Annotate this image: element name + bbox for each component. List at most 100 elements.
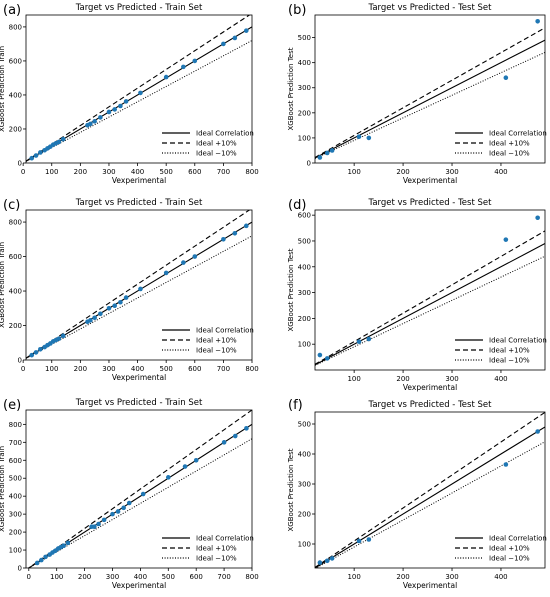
x-tick-label: 100 bbox=[45, 365, 58, 373]
data-point bbox=[503, 237, 509, 242]
data-point bbox=[503, 75, 509, 81]
plot-area bbox=[315, 18, 545, 160]
data-point bbox=[138, 286, 143, 292]
data-point bbox=[106, 305, 112, 311]
data-point bbox=[232, 230, 238, 236]
x-tick-label: 400 bbox=[494, 375, 507, 383]
y-tick-label: 100 bbox=[298, 541, 311, 549]
x-tick-label: 700 bbox=[217, 365, 230, 373]
x-tick-label: 200 bbox=[396, 168, 409, 176]
data-point bbox=[92, 119, 97, 124]
ideal-plus-10-line bbox=[315, 27, 545, 158]
legend: Ideal Correlation Ideal +10% Ideal −10% bbox=[455, 337, 547, 365]
y-tick-label: 200 bbox=[9, 322, 22, 330]
data-point bbox=[92, 524, 97, 530]
legend: Ideal Correlation Ideal +10% Ideal −10% bbox=[162, 327, 254, 355]
y-axis-label: XGBoost Prediction Test bbox=[287, 47, 295, 130]
data-point bbox=[503, 462, 509, 467]
data-point bbox=[38, 347, 43, 352]
x-tick-label: 600 bbox=[188, 168, 201, 176]
legend: Ideal Correlation Ideal +10% Ideal −10% bbox=[162, 535, 254, 563]
x-tick-label: 100 bbox=[45, 168, 58, 176]
data-point bbox=[535, 215, 540, 221]
data-point bbox=[329, 556, 335, 561]
x-tick-label: 800 bbox=[245, 573, 258, 581]
y-axis-label: XGBoost Prediction Train bbox=[0, 446, 6, 532]
axes-frame bbox=[314, 411, 546, 569]
legend-ideal-minus-10-label: Ideal −10% bbox=[196, 555, 237, 563]
panel-e: (e) Target vs Predicted - Train Set 0 100 20… bbox=[0, 398, 259, 590]
ideal-plus-10-line bbox=[26, 210, 251, 359]
x-axis-label: Vexperimental bbox=[403, 581, 457, 590]
data-point bbox=[244, 426, 249, 431]
legend-ideal-correlation-label: Ideal Correlation bbox=[196, 130, 254, 138]
x-tick-label: 300 bbox=[102, 168, 115, 176]
x-tick-label: 800 bbox=[245, 365, 258, 373]
y-tick-label: 0 bbox=[18, 565, 22, 573]
panel-label: (b) bbox=[288, 3, 306, 18]
data-point bbox=[60, 333, 66, 339]
y-tick-label: 0 bbox=[18, 357, 22, 365]
data-point bbox=[317, 155, 323, 160]
legend-ideal-plus-10-label: Ideal +10% bbox=[489, 140, 530, 148]
ideal-correlation-line bbox=[315, 426, 545, 568]
data-point bbox=[140, 491, 146, 497]
y-axis-label: XGBoost Prediction Train bbox=[0, 46, 6, 132]
chart-title: Target vs Predicted - Train Set bbox=[75, 198, 203, 208]
chart-title: Target vs Predicted - Train Set bbox=[75, 398, 203, 408]
data-point bbox=[106, 109, 112, 115]
axes-frame bbox=[314, 209, 546, 371]
panel-label: (f) bbox=[288, 398, 303, 413]
y-axis-label: XGBoost Prediction Test bbox=[287, 248, 295, 331]
plot-area bbox=[315, 412, 545, 568]
panel-b: (b) Target vs Predicted - Test Set 100 200 3… bbox=[287, 3, 547, 185]
ideal-minus-10-line bbox=[26, 40, 252, 162]
x-axis-label: Vexperimental bbox=[112, 373, 166, 382]
y-tick-label: 400 bbox=[298, 263, 311, 271]
data-point bbox=[165, 475, 171, 480]
x-tick-label: 200 bbox=[396, 573, 409, 581]
panel-f: (f) Target vs Predicted - Test Set 100 200 3… bbox=[287, 398, 547, 590]
data-point bbox=[535, 429, 540, 434]
x-tick-label: 500 bbox=[159, 168, 172, 176]
y-tick-label: 800 bbox=[9, 23, 22, 31]
legend-ideal-correlation-label: Ideal Correlation bbox=[489, 130, 547, 138]
data-point bbox=[221, 440, 227, 445]
y-tick-label: 600 bbox=[9, 253, 22, 261]
legend: Ideal Correlation Ideal +10% Ideal −10% bbox=[162, 130, 254, 158]
data-point bbox=[88, 318, 93, 323]
panel-label: (a) bbox=[3, 3, 21, 18]
data-point bbox=[126, 500, 132, 506]
y-tick-label: 500 bbox=[298, 237, 311, 245]
plot-area bbox=[26, 15, 252, 162]
data-point bbox=[115, 509, 121, 514]
axes-frame bbox=[25, 14, 253, 164]
data-point bbox=[61, 543, 66, 549]
data-point bbox=[243, 28, 249, 33]
y-tick-label: 300 bbox=[9, 511, 22, 519]
x-tick-label: 300 bbox=[445, 168, 458, 176]
legend-ideal-correlation-label: Ideal Correlation bbox=[489, 337, 547, 345]
x-tick-label: 300 bbox=[445, 375, 458, 383]
data-point bbox=[317, 352, 323, 358]
data-point bbox=[38, 150, 43, 155]
data-point bbox=[33, 153, 39, 158]
data-point bbox=[324, 356, 330, 361]
data-point bbox=[181, 64, 186, 70]
data-point bbox=[535, 18, 540, 24]
data-point bbox=[112, 107, 117, 112]
legend-ideal-plus-10-label: Ideal +10% bbox=[489, 545, 530, 553]
legend-ideal-plus-10-label: Ideal +10% bbox=[489, 347, 530, 355]
ideal-minus-10-line bbox=[27, 438, 252, 568]
data-point bbox=[366, 336, 372, 342]
x-tick-label: 0 bbox=[21, 365, 25, 373]
ideal-plus-10-line bbox=[315, 412, 545, 568]
x-tick-label: 0 bbox=[27, 573, 31, 581]
legend-ideal-correlation-label: Ideal Correlation bbox=[196, 535, 254, 543]
y-tick-label: 600 bbox=[9, 57, 22, 65]
data-point bbox=[34, 560, 40, 566]
data-point bbox=[96, 521, 101, 527]
x-tick-label: 600 bbox=[188, 365, 201, 373]
x-axis-label: Vexperimental bbox=[403, 383, 457, 392]
